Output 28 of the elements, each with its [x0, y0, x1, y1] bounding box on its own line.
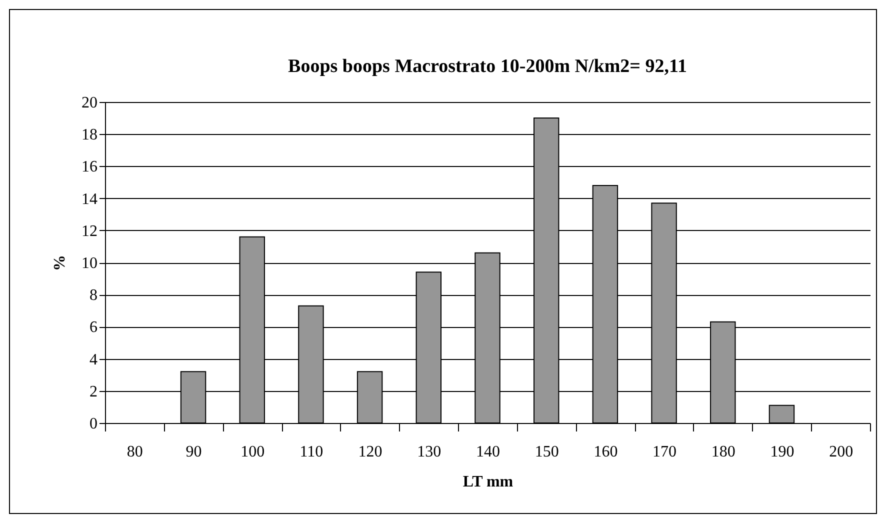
x-tick-label: 140 — [476, 444, 500, 460]
x-tick-label: 150 — [534, 444, 559, 460]
x-tick-label: 180 — [711, 444, 736, 460]
x-axis-title: LT mm — [462, 474, 514, 490]
y-tick-label: 0 — [90, 416, 98, 432]
y-tick-label: 10 — [82, 255, 98, 272]
y-tick-label: 12 — [82, 222, 98, 240]
y-tick-label: 20 — [82, 94, 98, 112]
y-tick-label: 18 — [82, 126, 98, 144]
y-tick-label: 4 — [90, 351, 98, 368]
y-tick-label: 14 — [82, 190, 98, 208]
x-tick-label: 130 — [417, 444, 442, 460]
x-tick-label: 200 — [829, 444, 854, 460]
x-tick-label: 80 — [126, 444, 143, 460]
y-tick-label: 8 — [90, 287, 98, 304]
x-tick-label: 190 — [770, 444, 794, 460]
x-tick-label: 170 — [652, 444, 677, 460]
y-tick-label: 2 — [90, 383, 98, 400]
x-tick-label: 120 — [358, 444, 382, 460]
y-tick-label: 16 — [82, 158, 98, 176]
x-tick-label: 90 — [186, 444, 202, 460]
chart-title: Boops boops Macrostrato 10-200m N/km2= 92,11 — [288, 56, 687, 77]
x-tick-label: 100 — [240, 444, 265, 460]
x-tick-label: 160 — [594, 444, 618, 460]
y-tick-label: 6 — [90, 319, 98, 336]
x-tick-label: 110 — [300, 444, 324, 460]
y-axis-title: % — [52, 255, 68, 271]
bar — [768, 404, 795, 424]
